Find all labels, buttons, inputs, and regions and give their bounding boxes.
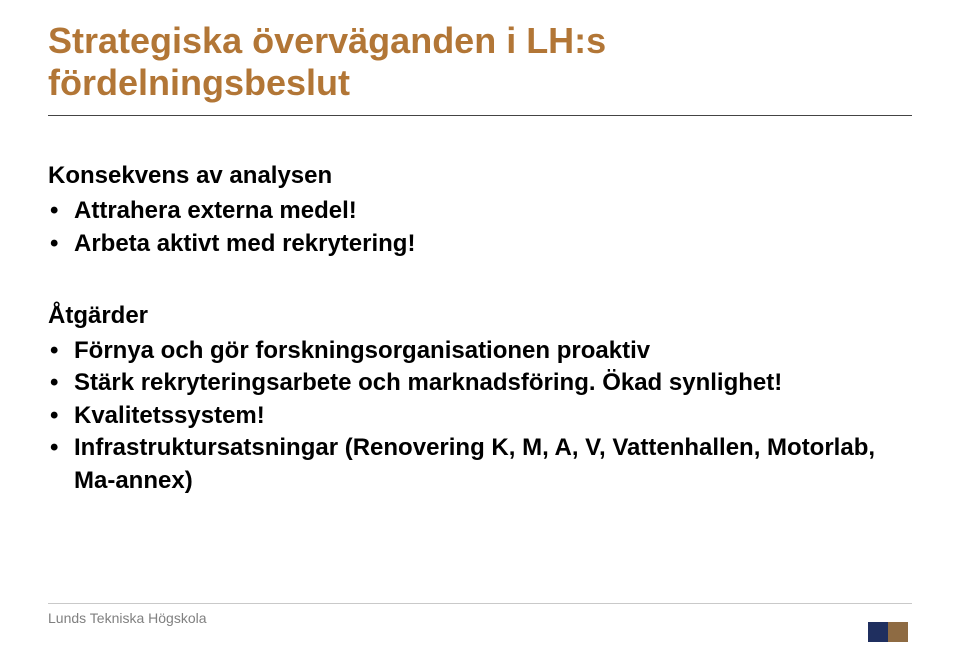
- slide: Strategiska överväganden i LH:s fördelni…: [0, 0, 960, 654]
- list-item: Arbeta aktivt med rekrytering!: [48, 228, 912, 260]
- title-line-1: Strategiska överväganden i LH:s: [48, 20, 606, 61]
- list-item: Kvalitetssystem!: [48, 400, 912, 432]
- footer: Lunds Tekniska Högskola: [48, 603, 912, 626]
- list-item: Förnya och gör forskningsorganisationen …: [48, 335, 912, 367]
- list-item: Infrastruktursatsningar (Renovering K, M…: [48, 432, 912, 497]
- slide-title: Strategiska överväganden i LH:s fördelni…: [48, 20, 912, 105]
- bullet-list-0: Attrahera externa medel! Arbeta aktivt m…: [48, 195, 912, 260]
- section-label-1: Åtgärder: [48, 300, 912, 331]
- slide-body: Konsekvens av analysen Attrahera externa…: [48, 160, 912, 497]
- footer-text: Lunds Tekniska Högskola: [48, 610, 912, 626]
- logo-square-navy: [868, 622, 888, 642]
- bullet-list-1: Förnya och gör forskningsorganisationen …: [48, 335, 912, 497]
- section-label-0: Konsekvens av analysen: [48, 160, 912, 191]
- title-line-2: fördelningsbeslut: [48, 62, 350, 103]
- title-rule: [48, 115, 912, 116]
- list-item: Attrahera externa medel!: [48, 195, 912, 227]
- logo-square-brown: [888, 622, 908, 642]
- list-item: Stärk rekryteringsarbete och marknadsför…: [48, 367, 912, 399]
- logo-icon: [868, 622, 908, 642]
- footer-rule: [48, 603, 912, 604]
